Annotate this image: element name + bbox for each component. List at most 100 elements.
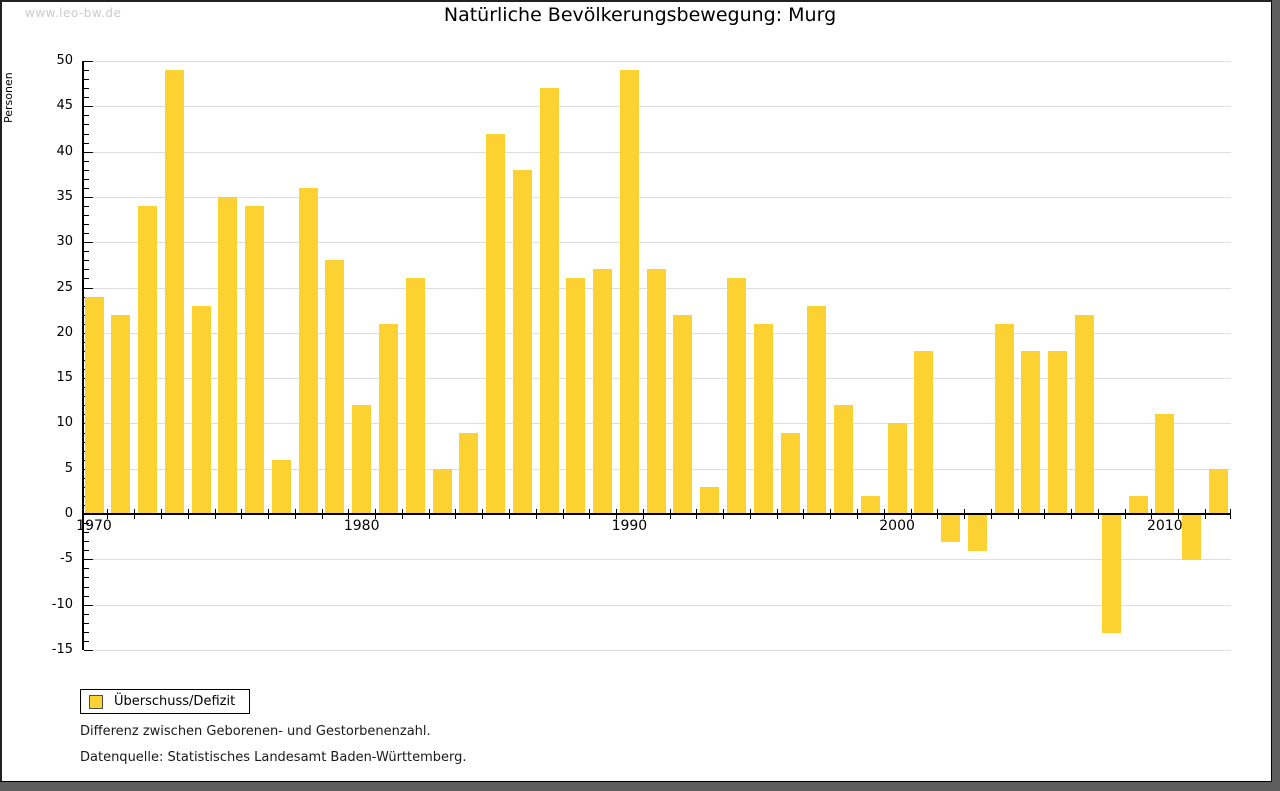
y-tick--13 [84,631,89,633]
gridline-y-30 [84,242,1231,244]
x-tick-1993 [723,509,725,519]
x-tick-1985 [508,509,510,519]
x-tick-label-1990: 1990 [611,518,648,534]
y-tick--5 [84,559,93,561]
y-tick-40 [84,151,93,153]
x-tick-1997 [830,509,832,519]
y-tick-30 [84,242,93,244]
y-tick--9 [84,595,89,597]
y-tick--7 [84,577,89,579]
y-tick-43 [84,124,89,126]
x-tick-1979 [348,509,350,519]
x-tick-1975 [241,509,243,519]
y-tick--4 [84,550,89,552]
y-tick-44 [84,115,89,117]
y-tick--11 [84,613,89,615]
bar-1996 [780,432,800,514]
y-tick-39 [84,160,89,162]
bar-2010 [1155,414,1175,514]
x-tick-1995 [776,509,778,519]
y-tick--2 [84,532,89,534]
y-tick-48 [84,79,89,81]
x-tick-1989 [616,509,617,519]
bar-2003 [967,515,987,552]
x-tick-1982 [428,509,430,519]
chart-title: Natürliche Bevölkerungsbewegung: Murg [443,4,837,26]
x-tick-1981 [401,509,403,519]
x-tick-2007 [1097,509,1099,519]
bar-1991 [646,269,666,514]
bar-1986 [512,169,532,514]
chart-note: Differenz zwischen Geborenen- und Gestor… [80,724,431,739]
y-tick-47 [84,88,89,90]
x-tick-1978 [321,509,323,519]
bar-1999 [860,495,880,514]
y-tick-label-0: 0 [64,506,73,521]
x-tick-2008 [1124,509,1126,519]
y-tick-label-45: 45 [56,98,73,114]
x-tick-2004 [1017,509,1019,519]
bar-1982 [405,278,425,514]
y-tick-34 [84,206,89,207]
x-tick-1992 [696,509,698,519]
gridline-y--5 [84,559,1231,561]
bar-1974 [191,305,211,514]
bar-2000 [887,423,907,514]
bar-1975 [218,196,238,514]
y-tick-label-30: 30 [56,234,73,250]
bar-2005 [1021,350,1041,514]
x-tick-2002 [964,509,965,519]
x-tick-1973 [187,509,189,519]
bar-1995 [753,323,773,514]
bar-1983 [432,468,452,514]
chart-source-note: Datenquelle: Statistisches Landesamt Bad… [80,750,467,765]
y-tick-label-25: 25 [56,279,73,295]
x-tick-1974 [214,509,216,519]
y-tick-33 [84,215,89,216]
x-tick-1986 [535,509,537,519]
y-tick-label-15: 15 [56,370,73,386]
x-tick-1970 [107,509,109,519]
y-tick-label-50: 50 [56,53,73,68]
y-tick-28 [84,260,89,262]
bar-1997 [807,305,827,514]
bar-1973 [164,70,184,514]
x-tick-1996 [803,509,805,519]
x-tick-2000 [910,509,912,519]
x-tick-2005 [1044,509,1046,519]
x-tick-1999 [883,509,885,519]
bar-1990 [619,70,639,514]
bar-1984 [459,432,479,514]
y-tick--12 [84,622,89,624]
x-tick-2003 [990,509,992,519]
y-tick-27 [84,269,89,271]
x-axis-end-tick [1230,509,1231,519]
bar-2012 [1208,468,1228,514]
x-tick-1971 [134,509,136,519]
y-tick-label-40: 40 [56,143,73,159]
gridline-y-35 [84,196,1231,198]
x-axis-line [82,513,1231,515]
y-tick-41 [84,142,89,144]
bar-1992 [673,314,693,514]
bar-2002 [941,515,961,543]
x-tick-label-2010: 2010 [1146,518,1183,534]
y-tick-label-20: 20 [56,324,73,340]
x-tick-2009 [1151,509,1153,519]
gridline-y-40 [84,151,1231,153]
y-tick-26 [84,278,89,280]
x-tick-1988 [589,509,591,519]
legend-label: Überschuss/Defizit [114,694,236,709]
x-tick-1972 [160,509,162,519]
y-tick-37 [84,178,89,180]
bar-2004 [994,323,1014,514]
y-tick-42 [84,133,89,135]
y-tick-46 [84,97,89,99]
x-tick-1980 [375,509,377,519]
x-tick-label-1970: 1970 [76,518,112,534]
y-tick-label--5: -5 [60,551,73,567]
gridline-y-45 [84,106,1231,108]
x-tick-1998 [856,509,858,519]
x-tick-1994 [749,509,751,519]
